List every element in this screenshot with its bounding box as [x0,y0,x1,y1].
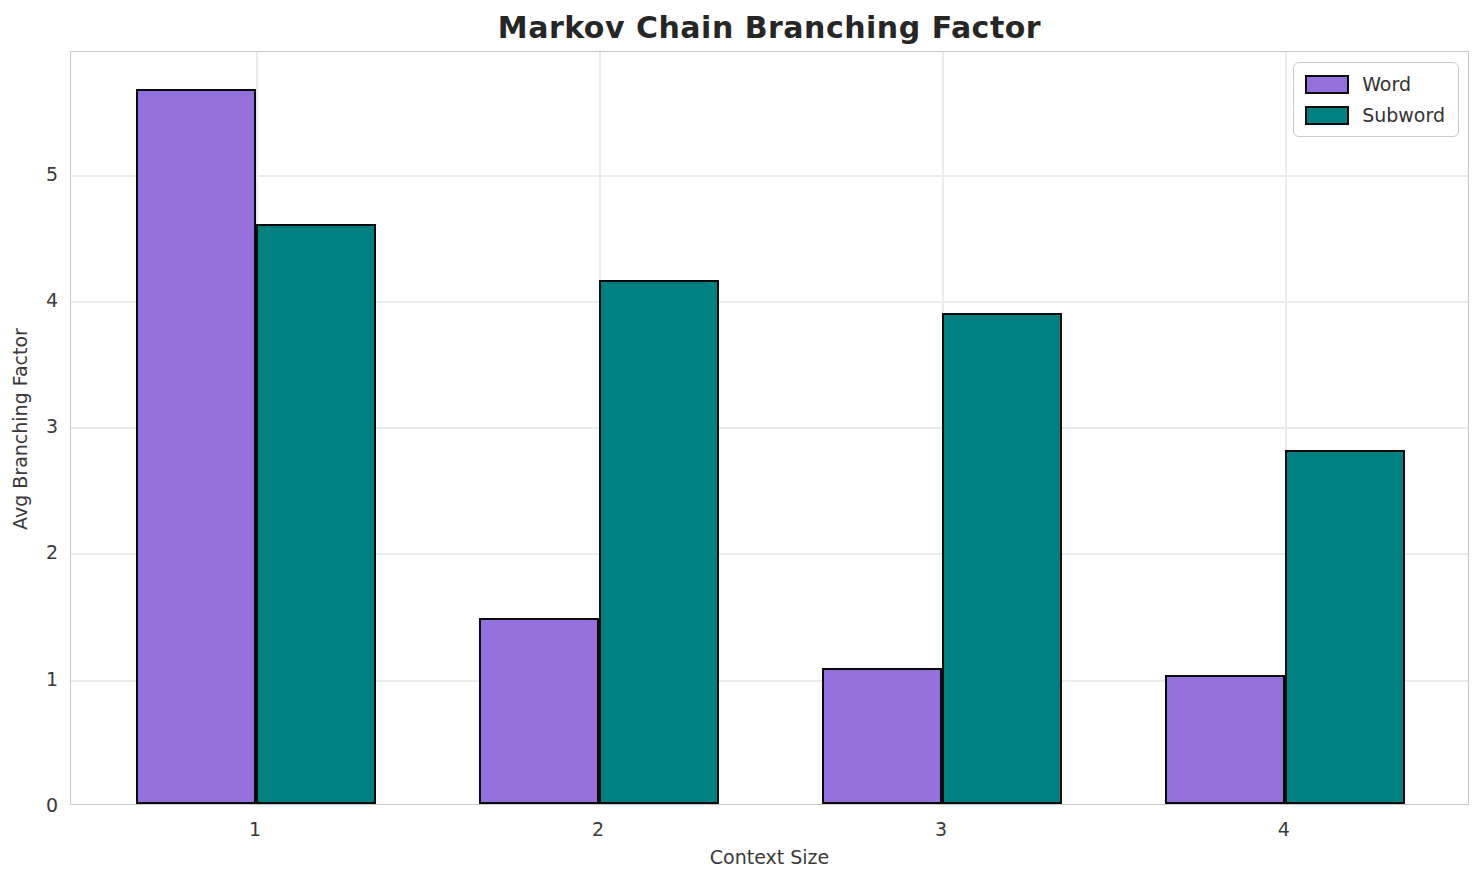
legend-label-subword: Subword [1362,103,1445,127]
plot-area [70,51,1469,805]
figure: Markov Chain Branching Factor 012345 123… [0,0,1483,885]
bar-subword-2 [599,280,719,804]
legend-item-word: Word [1305,72,1445,96]
legend-label-word: Word [1362,72,1411,96]
x-axis-label: Context Size [70,846,1469,868]
chart-title: Markov Chain Branching Factor [70,10,1469,45]
bar-word-4 [1165,675,1285,804]
y-axis-label: Avg Branching Factor [9,229,31,629]
bar-subword-1 [256,224,376,804]
bar-word-1 [136,89,256,804]
x-tick-label-4: 4 [1244,818,1324,840]
legend-swatch-word [1305,75,1349,94]
legend: Word Subword [1293,62,1459,137]
bar-word-2 [479,618,599,804]
y-tick-label-1: 1 [18,668,58,690]
y-tick-label-0: 0 [18,794,58,816]
bar-subword-4 [1285,450,1405,804]
legend-item-subword: Subword [1305,103,1445,127]
bar-subword-3 [942,313,1062,804]
gridline-y-5 [71,175,1468,177]
y-tick-label-5: 5 [18,163,58,185]
legend-swatch-subword [1305,106,1349,125]
bar-word-3 [822,668,942,804]
x-tick-label-1: 1 [215,818,295,840]
x-tick-label-3: 3 [901,818,981,840]
x-tick-label-2: 2 [558,818,638,840]
